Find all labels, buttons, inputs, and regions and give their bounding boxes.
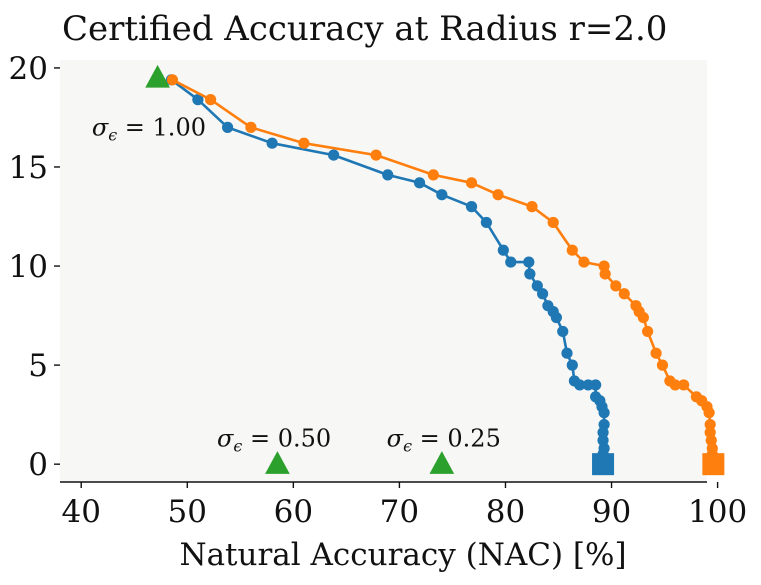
series-1-point <box>505 256 517 268</box>
series-2-point <box>650 347 662 359</box>
triangle-marker <box>145 64 170 88</box>
series-1-point <box>566 359 578 371</box>
series-2-point <box>656 359 669 371</box>
x-tick-label: 60 <box>274 494 313 530</box>
series-2-point <box>205 94 217 106</box>
sigma-subscript: ϵ <box>403 436 412 455</box>
y-tick-label: 5 <box>28 348 48 384</box>
series-2-point <box>166 74 179 86</box>
series-1-point <box>536 288 549 300</box>
series-1-point <box>221 121 234 133</box>
series-2-point <box>637 311 649 324</box>
chart-title: Certified Accuracy at Radius r=2.0 <box>62 9 667 49</box>
series-2-point <box>610 280 622 292</box>
series-1-point <box>436 189 448 201</box>
sigma-annotation: σϵ = 0.25 <box>387 424 501 455</box>
series-1-point <box>382 169 394 181</box>
series-2-point <box>599 268 611 280</box>
x-tick-label: 80 <box>486 494 525 530</box>
series-1-point <box>497 244 509 256</box>
sigma-annotation: σϵ = 0.50 <box>217 424 331 455</box>
series-2-point <box>465 177 478 189</box>
series-1-point <box>266 137 278 149</box>
x-tick-label: 40 <box>61 494 100 530</box>
series-2-point <box>566 244 578 256</box>
series-1-point <box>531 280 543 292</box>
marker-layer <box>145 64 725 476</box>
series-1-point <box>561 347 573 359</box>
sigma-value: = 0.25 <box>412 424 501 452</box>
y-tick-label: 15 <box>9 150 48 186</box>
series-2-point <box>703 407 715 419</box>
sigma-symbol: σ <box>217 424 234 452</box>
series-1-point <box>192 94 204 106</box>
series-1-point <box>574 379 586 391</box>
sigma-value: = 0.50 <box>242 424 331 452</box>
x-axis-label: Natural Accuracy (NAC) [%] <box>179 537 626 573</box>
y-tick-label: 0 <box>28 447 48 483</box>
x-ticks: 40 50 60 70 80 90 100 <box>61 482 747 530</box>
sigma-annotation: σϵ = 1.00 <box>92 113 206 144</box>
series-1-point <box>328 149 340 161</box>
series-2-point <box>370 149 382 161</box>
sigma-symbol: σ <box>387 424 404 452</box>
series-1-end-square <box>592 453 615 476</box>
series-1-point <box>590 379 602 391</box>
series-2-point <box>618 288 630 300</box>
series-2-point <box>298 137 310 149</box>
sigma-value: = 1.00 <box>117 113 206 141</box>
series-1-point <box>465 201 478 213</box>
y-tick-label: 20 <box>9 51 48 87</box>
sigma-subscript: ϵ <box>233 436 242 455</box>
series-2-point <box>245 121 257 133</box>
x-tick-label: 50 <box>168 494 207 530</box>
series-2-point <box>427 169 439 181</box>
series-1-point <box>557 325 569 338</box>
triangle-marker <box>429 451 455 474</box>
series-2-point <box>526 201 538 213</box>
series-1-point <box>597 426 609 439</box>
y-tick-label: 10 <box>9 249 48 285</box>
series-2-point <box>547 216 559 229</box>
series-1-point <box>524 268 536 280</box>
sigma-subscript: ϵ <box>108 125 117 144</box>
series-2-point <box>578 256 590 268</box>
series-2-point <box>669 379 681 391</box>
series-1-point <box>523 256 535 268</box>
series-1-point <box>550 311 562 324</box>
series-2-point <box>704 418 716 431</box>
triangle-marker <box>265 451 290 474</box>
series-2-point <box>678 379 690 391</box>
x-tick-label: 100 <box>688 494 747 530</box>
series-1-point <box>413 177 426 189</box>
x-tick-label: 90 <box>592 494 631 530</box>
series-2-end-square <box>702 453 725 476</box>
sigma-symbol: σ <box>92 113 109 141</box>
x-tick-label: 70 <box>380 494 419 530</box>
y-ticks: 0 5 10 15 20 <box>9 51 60 483</box>
series-1-point <box>598 407 610 419</box>
series-2-point <box>642 325 654 338</box>
series-1-point <box>480 216 492 229</box>
series-2-point <box>492 189 504 201</box>
